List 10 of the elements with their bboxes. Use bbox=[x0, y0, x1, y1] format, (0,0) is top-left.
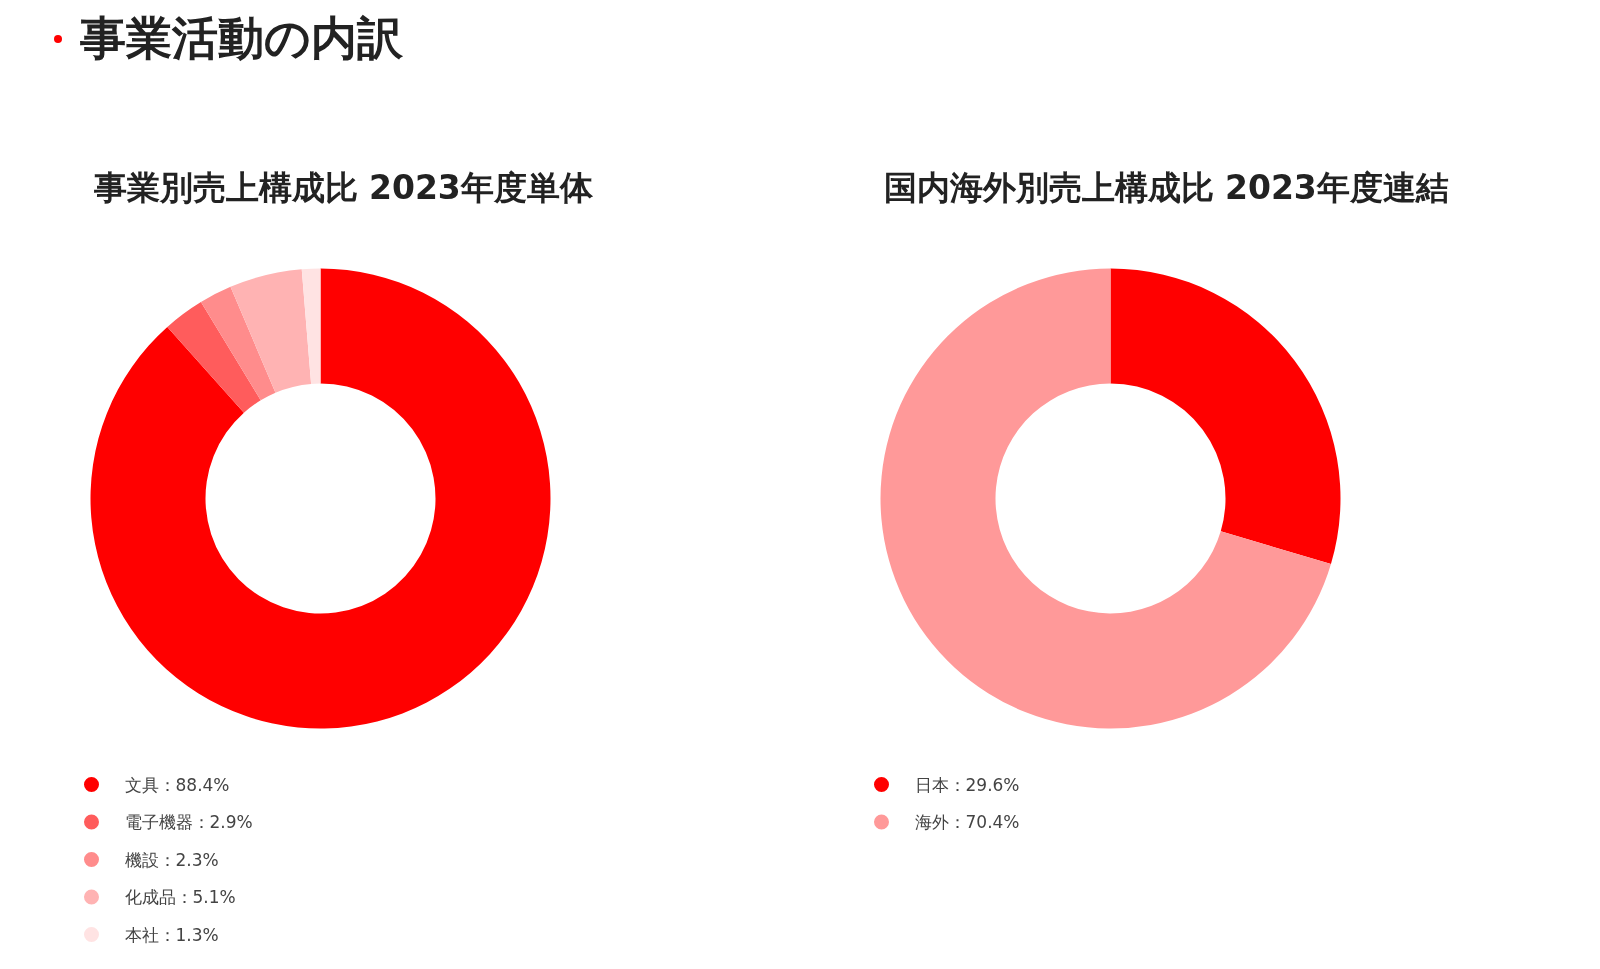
legend-label: 電子機器：2.9% bbox=[124, 812, 253, 832]
legend-label: 日本：29.6% bbox=[914, 774, 1020, 795]
chart-title: 国内海外別売上構成比 2023年度連結 bbox=[883, 168, 1449, 207]
legend-label: 文具：88.4% bbox=[124, 774, 230, 795]
legend-label: 化成品：5.1% bbox=[124, 887, 236, 907]
legend-label: 本社：1.3% bbox=[124, 924, 219, 945]
legend-label: 機設：2.3% bbox=[124, 849, 219, 870]
chart-title: 事業別売上構成比 2023年度単体 bbox=[92, 168, 594, 207]
text: 事業活動の内訳 bbox=[79, 10, 403, 67]
legend-label: 海外：70.4% bbox=[914, 812, 1020, 832]
